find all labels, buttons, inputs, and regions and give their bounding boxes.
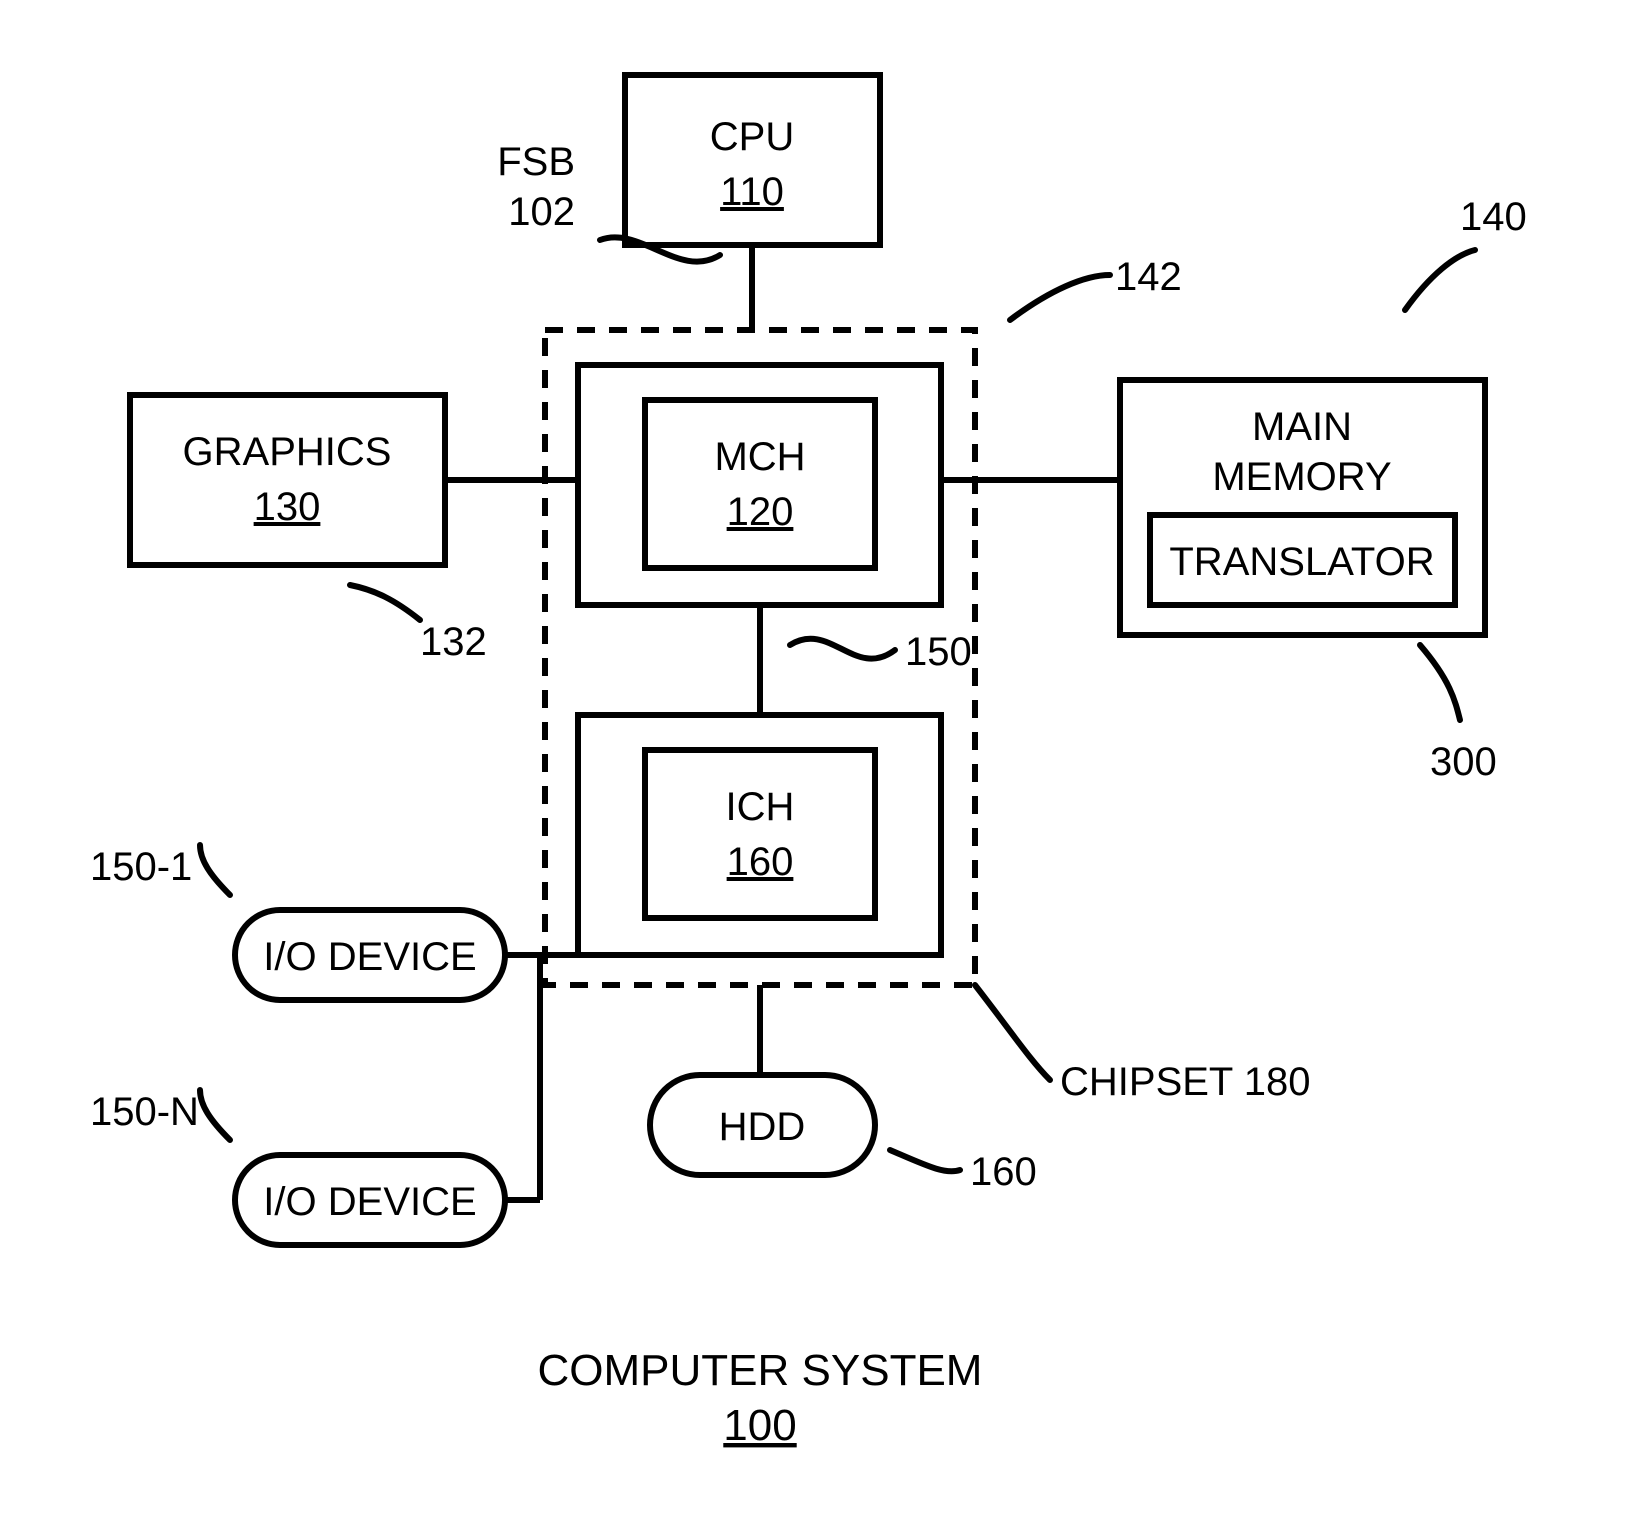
title-ref: 100 bbox=[723, 1401, 796, 1450]
graphics-label: GRAPHICS bbox=[183, 430, 392, 474]
mch-block: MCH 120 bbox=[578, 365, 941, 605]
title-line1: COMPUTER SYSTEM bbox=[538, 1346, 983, 1395]
diagram-canvas: CPU 110 FSB 102 MCH 120 150 ICH 160 CHIP… bbox=[0, 0, 1627, 1528]
ich-block: ICH 160 bbox=[578, 715, 941, 955]
diagram-title: COMPUTER SYSTEM 100 bbox=[538, 1346, 983, 1450]
cpu-block: CPU 110 bbox=[625, 75, 880, 245]
graphics-block: GRAPHICS 130 bbox=[130, 395, 445, 565]
cpu-label: CPU bbox=[710, 115, 794, 159]
hdd-block: HDD bbox=[650, 1075, 875, 1175]
tag-142-text: 142 bbox=[1115, 255, 1182, 299]
ioN-label: I/O DEVICE bbox=[263, 1180, 476, 1224]
tag-300: 300 bbox=[1420, 645, 1497, 784]
mainmem-line1: MAIN bbox=[1252, 405, 1352, 449]
tag-150-1: 150-1 bbox=[90, 845, 230, 895]
io-device-n: I/O DEVICE bbox=[235, 1155, 505, 1245]
fsb-text-1: FSB bbox=[497, 140, 575, 184]
mainmem-line2: MEMORY bbox=[1212, 455, 1391, 499]
translator-label: TRANSLATOR bbox=[1169, 540, 1434, 584]
bus-150-tag: 150 bbox=[790, 630, 972, 674]
tag-hdd-160-text: 160 bbox=[970, 1150, 1037, 1194]
tag-150-n-text: 150-N bbox=[90, 1090, 199, 1134]
chipset-text: CHIPSET 180 bbox=[1060, 1060, 1311, 1104]
io-device-1: I/O DEVICE bbox=[235, 910, 505, 1000]
cpu-ref: 110 bbox=[720, 170, 784, 214]
io1-label: I/O DEVICE bbox=[263, 935, 476, 979]
tag-132: 132 bbox=[350, 585, 487, 664]
tag-150-n: 150-N bbox=[90, 1090, 230, 1140]
tag-300-text: 300 bbox=[1430, 740, 1497, 784]
mch-ref: 120 bbox=[727, 490, 794, 534]
chipset-tag: CHIPSET 180 bbox=[975, 985, 1311, 1104]
graphics-ref: 130 bbox=[254, 485, 321, 529]
tag-142: 142 bbox=[1010, 255, 1182, 320]
tag-140-text: 140 bbox=[1460, 195, 1527, 239]
ich-label: ICH bbox=[726, 785, 795, 829]
tag-hdd-160: 160 bbox=[890, 1150, 1037, 1194]
ich-ref: 160 bbox=[727, 840, 794, 884]
fsb-text-2: 102 bbox=[508, 190, 575, 234]
bus-150-text: 150 bbox=[905, 630, 972, 674]
mch-label: MCH bbox=[714, 435, 805, 479]
mainmem-block: MAIN MEMORY TRANSLATOR bbox=[1120, 380, 1485, 635]
hdd-label: HDD bbox=[719, 1105, 806, 1149]
tag-140: 140 bbox=[1405, 195, 1527, 310]
tag-132-text: 132 bbox=[420, 620, 487, 664]
tag-150-1-text: 150-1 bbox=[90, 845, 192, 889]
